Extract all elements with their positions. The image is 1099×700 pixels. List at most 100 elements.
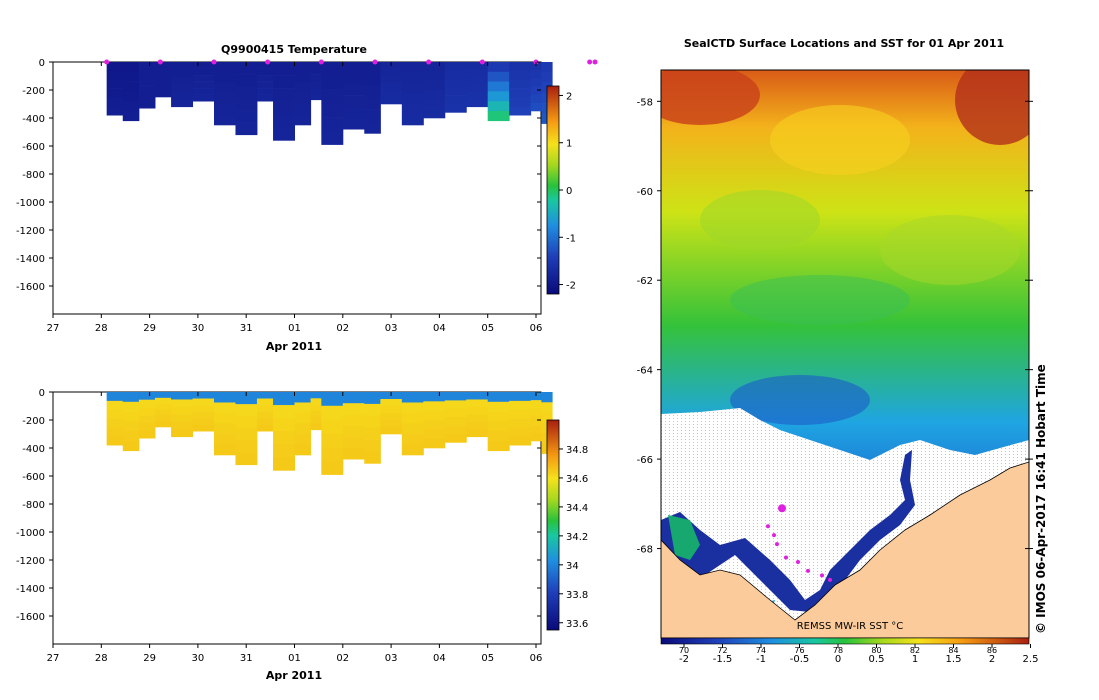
temperature-cell [401, 62, 424, 73]
temperature-colorbar [546, 85, 560, 295]
salinity-cell [380, 427, 403, 435]
salinity-cell [106, 409, 124, 419]
sst-colorbar-tick-label-c: 1.5 [946, 654, 962, 665]
temperature-cell [444, 78, 467, 88]
salinity-cell [273, 431, 295, 445]
temperature-cell [122, 101, 140, 112]
temperature-cell [530, 94, 542, 104]
temperature-cell [423, 108, 446, 119]
x-tick-label: 27 [47, 323, 60, 334]
salinity-cell [256, 424, 274, 432]
temperature-cell [423, 62, 446, 72]
salinity-cell [541, 392, 553, 403]
salinity-cell [192, 398, 215, 406]
y-tick-label: 0 [39, 388, 45, 399]
salinity-cell [401, 402, 424, 414]
salinity-cell [321, 447, 344, 462]
temperature-cell [273, 75, 295, 89]
salinity-cell [171, 399, 194, 408]
temperature-colorbar-ticks: -2 -1 0 1 2 [559, 91, 576, 292]
salinity-cell [310, 404, 322, 412]
temperature-cell [273, 127, 295, 141]
temperature-cell [342, 62, 365, 74]
sst-colorbar-ticks: -2 -1.5 -1 -0.5 0 0.5 1 1.5 2 2.5 70 72 74 76 78 80 82 84… [679, 644, 1038, 665]
salinity-cell [423, 392, 446, 402]
salinity-cell [364, 403, 381, 417]
temperature-cell [192, 81, 215, 89]
sst-colorbar-tick-label-c: -0.5 [790, 654, 810, 665]
temperature-x-axis: 27 28 29 30 31 01 02 03 04 05 06 [47, 62, 543, 334]
seal-location-point [806, 568, 810, 573]
salinity-cell [321, 419, 344, 434]
temperature-cell [423, 99, 446, 109]
temperature-cell [342, 95, 365, 108]
temperature-cell [509, 62, 532, 72]
temperature-cell [541, 72, 553, 83]
temperature-cell [509, 106, 532, 116]
temperature-cell [310, 68, 322, 75]
salinity-cell [321, 460, 344, 475]
temperature-cell [122, 81, 140, 92]
sst-colorbar-tick-label-f: 72 [717, 646, 727, 655]
sst-colorbar-tick-label-c: 1 [912, 654, 918, 665]
salinity-cell [310, 392, 322, 399]
temperature-cell [380, 90, 403, 98]
temperature-cell [466, 84, 489, 93]
salinity-cell [171, 414, 194, 423]
seal-location-point [775, 542, 779, 547]
salinity-cell [530, 400, 542, 409]
seal-location-point [828, 577, 832, 582]
salinity-cell [256, 398, 274, 406]
salinity-cell [310, 417, 322, 424]
seal-location-point [796, 559, 800, 564]
salinity-cell [310, 423, 322, 431]
sst-map-panel: SealCTD Surface Locations and SST for 01… [637, 37, 1048, 665]
salinity-cell [235, 404, 258, 417]
salinity-cell [154, 397, 172, 404]
temperature-cell [192, 68, 215, 76]
salinity-cell [487, 421, 510, 432]
x-tick-label: 06 [530, 323, 543, 334]
temperature-cell [273, 114, 295, 128]
salinity-cell [294, 444, 312, 456]
colorbar-tick-label: 33.6 [566, 619, 588, 630]
temperature-cell [138, 100, 156, 109]
y-tick-label: -200 [22, 86, 45, 97]
salinity-cell [364, 392, 381, 405]
salinity-cell [273, 405, 295, 419]
salinity-cell [122, 392, 140, 403]
salinity-cell [342, 414, 365, 426]
salinity-cell [214, 413, 236, 424]
salinity-cell [530, 432, 542, 442]
sst-colorbar-tick-label-f: 82 [910, 646, 920, 655]
y-tick-label: -1200 [16, 556, 45, 567]
temperature-cell [342, 84, 365, 96]
temperature-cell [154, 73, 172, 80]
temperature-cell [294, 83, 312, 94]
temperature-cell [487, 62, 510, 73]
salinity-cell [256, 405, 274, 412]
temperature-cell [235, 122, 258, 136]
salinity-colorbar-ticks: 33.6 33.8 34 34.2 34.4 34.6 34.8 [559, 445, 588, 630]
map-title: SealCTD Surface Locations and SST for 01… [684, 37, 1004, 50]
profile-marker [592, 59, 598, 65]
sst-colorbar-tick-label-c: 0.5 [869, 654, 885, 665]
temperature-cell [509, 79, 532, 89]
salinity-cell [466, 421, 489, 430]
colorbar-tick-label: -1 [566, 233, 576, 244]
lat-tick-label: -62 [637, 276, 653, 287]
temperature-cell [321, 117, 344, 132]
temperature-cell [342, 73, 365, 85]
x-tick-label: 30 [192, 323, 205, 334]
salinity-cell [509, 392, 532, 402]
salinity-cell [256, 418, 274, 425]
temperature-cell [444, 104, 467, 113]
y-tick-label: -1600 [16, 282, 45, 293]
x-tick-label: 03 [385, 653, 398, 664]
temperature-cell [256, 88, 274, 95]
temperature-cell [273, 101, 295, 115]
x-tick-label: 02 [336, 653, 349, 664]
temperature-cell [138, 69, 156, 78]
temperature-cell [401, 114, 424, 126]
